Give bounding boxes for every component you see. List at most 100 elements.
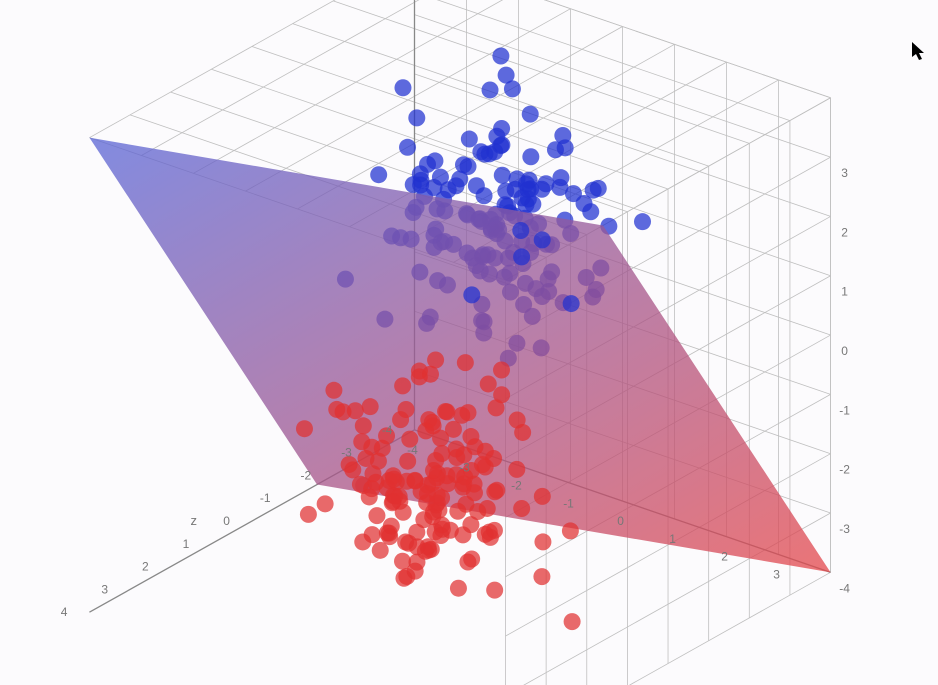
scatter-point-red <box>422 366 439 383</box>
scatter-point-red <box>432 527 449 544</box>
scatter-point-blue <box>405 176 422 193</box>
scatter-point-red <box>445 421 462 438</box>
scatter-point-red <box>477 458 494 475</box>
scatter-point-blue <box>399 139 416 156</box>
svg-text:3: 3 <box>841 166 848 180</box>
scatter-point-blue <box>551 179 568 196</box>
scatter-point-blue <box>463 286 480 303</box>
svg-text:3: 3 <box>101 582 108 596</box>
scatter-point-blue <box>513 248 530 265</box>
scatter-point-red <box>394 377 411 394</box>
scatter-point-blue <box>634 213 651 230</box>
scatter-point-red <box>357 450 374 467</box>
scatter-point-red <box>564 613 581 630</box>
svg-text:-2: -2 <box>511 478 522 492</box>
scatter-point-blue <box>517 196 534 213</box>
scatter-point-red <box>408 524 425 541</box>
svg-text:-4: -4 <box>382 423 393 437</box>
svg-text:-4: -4 <box>407 443 418 457</box>
scatter-point-red <box>488 399 505 416</box>
svg-text:3: 3 <box>773 568 780 582</box>
scatter-point-red <box>300 506 317 523</box>
scatter-point-red <box>325 382 342 399</box>
svg-text:-3: -3 <box>839 522 850 536</box>
scatter-point-red <box>296 420 313 437</box>
scatter-point-red <box>347 402 364 419</box>
scatter-point-red <box>513 500 530 517</box>
scatter-point-red <box>328 401 345 418</box>
scatter-point-red <box>317 495 334 512</box>
scatter-point-red <box>486 582 503 599</box>
scatter-point-red <box>384 494 401 511</box>
svg-text:-1: -1 <box>260 491 271 505</box>
scatter-point-red <box>562 522 579 539</box>
svg-text:0: 0 <box>223 514 230 528</box>
scatter-point-blue <box>493 120 510 137</box>
scatter-point-red <box>466 484 483 501</box>
scatter-point-red <box>534 533 551 550</box>
svg-text:-3: -3 <box>341 446 352 460</box>
scatter-point-blue <box>522 148 539 165</box>
scatter-point-blue <box>576 195 593 212</box>
scatter-point-red <box>493 362 510 379</box>
scatter-point-red <box>508 461 525 478</box>
scatter-point-red <box>362 398 379 415</box>
scatter-point-red <box>381 528 398 545</box>
svg-text:-1: -1 <box>839 403 850 417</box>
scatter-point-red <box>481 524 498 541</box>
scatter-point-red <box>398 401 415 418</box>
scatter-point-red <box>425 503 442 520</box>
svg-text:1: 1 <box>183 537 190 551</box>
scatter-point-red <box>354 533 371 550</box>
z-axis-label: z <box>190 513 197 528</box>
svg-text:4: 4 <box>61 605 68 619</box>
scatter-point-blue <box>534 231 551 248</box>
scatter-point-blue <box>448 177 465 194</box>
svg-text:2: 2 <box>721 550 728 564</box>
scatter-point-red <box>433 489 450 506</box>
scatter-point-red <box>479 500 496 517</box>
svg-text:-4: -4 <box>839 581 850 595</box>
svg-text:-2: -2 <box>839 463 850 477</box>
scatter-point-red <box>408 554 425 571</box>
scatter-point-red <box>368 507 385 524</box>
svg-text:2: 2 <box>142 560 149 574</box>
scatter-point-red <box>425 462 442 479</box>
scatter-point-red <box>462 428 479 445</box>
svg-text:1: 1 <box>669 532 676 546</box>
scatter-point-red <box>462 516 479 533</box>
scatter-point-blue <box>492 48 509 65</box>
svg-text:-1: -1 <box>563 496 574 510</box>
scatter-point-blue <box>370 166 387 183</box>
scatter-point-blue <box>522 106 539 123</box>
scatter-point-red <box>406 472 423 489</box>
scatter-point-red <box>353 433 370 450</box>
scatter-point-blue <box>461 131 478 148</box>
scatter-point-red <box>459 404 476 421</box>
svg-text:0: 0 <box>841 344 848 358</box>
scatter-3d-plot[interactable]: -4 -3 -2 -1 0 1 2 3 4 z -4 -3 -2 -1 0 1 2 3 -4 -3 -2 -1 0 1 2 3 <box>0 0 938 685</box>
scatter-point-blue <box>408 109 425 126</box>
scatter-point-red <box>480 375 497 392</box>
scatter-point-blue <box>512 222 529 239</box>
svg-text:2: 2 <box>841 225 848 239</box>
scatter-point-red <box>457 354 474 371</box>
scatter-point-blue <box>472 143 489 160</box>
scatter-point-blue <box>460 158 477 175</box>
scatter-point-red <box>514 424 531 441</box>
scatter-point-red <box>463 551 480 568</box>
scatter-point-blue <box>557 139 574 156</box>
svg-text:0: 0 <box>617 514 624 528</box>
svg-text:-2: -2 <box>301 468 312 482</box>
scatter-point-red <box>450 580 467 597</box>
scatter-point-red <box>355 417 372 434</box>
svg-text:1: 1 <box>841 285 848 299</box>
scatter-point-blue <box>563 295 580 312</box>
scatter-point-blue <box>590 180 607 197</box>
scatter-point-blue <box>482 81 499 98</box>
scatter-point-red <box>437 403 454 420</box>
scatter-point-red <box>488 482 505 499</box>
svg-text:-3: -3 <box>459 461 470 475</box>
scatter-point-blue <box>494 167 511 184</box>
scatter-point-red <box>534 488 551 505</box>
